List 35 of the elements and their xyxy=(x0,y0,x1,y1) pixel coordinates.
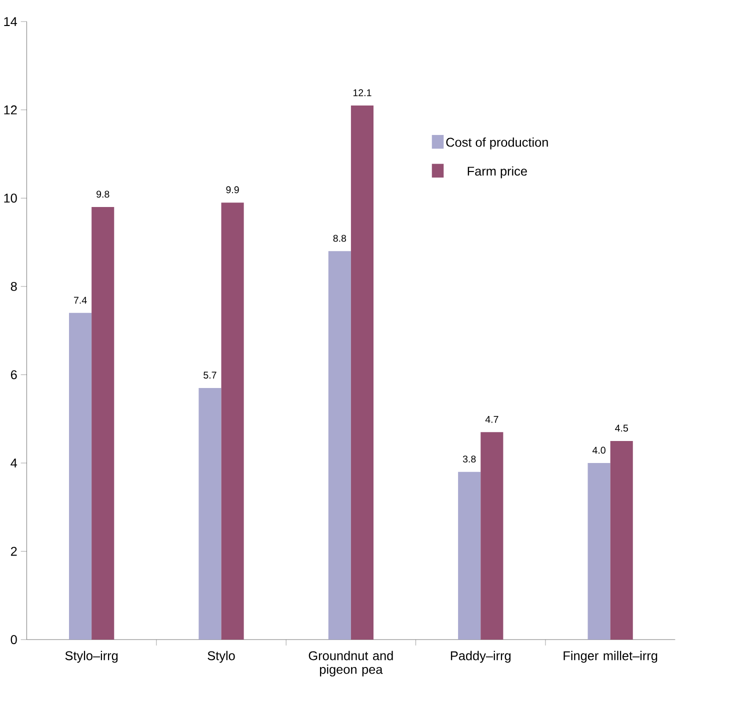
y-tick-label: 6 xyxy=(10,370,17,380)
x-tick-label: Stylo xyxy=(208,650,235,663)
data-label: 4.0 xyxy=(592,446,606,454)
bar xyxy=(92,207,114,640)
y-tick-label: 4 xyxy=(10,458,18,468)
data-label: 8.8 xyxy=(333,234,346,242)
x-tick-label: Groundnut and pigeon pea xyxy=(308,650,393,676)
data-label: 4.5 xyxy=(615,424,628,432)
x-tick-label: Stylo–irrg xyxy=(65,650,118,663)
bar xyxy=(480,432,504,640)
legend-label: Farm price xyxy=(468,166,527,178)
x-tick-label: Paddy–irrg xyxy=(450,650,511,663)
bar xyxy=(198,388,222,640)
bar xyxy=(458,472,481,640)
y-tick-label: 2 xyxy=(10,546,17,556)
legend-label: Cost of production xyxy=(446,138,548,150)
data-label: 9.8 xyxy=(96,190,110,198)
bar xyxy=(328,251,351,640)
data-label: 7.4 xyxy=(74,296,87,304)
x-tick-label: Finger millet–irrg xyxy=(564,650,658,663)
data-label: 5.7 xyxy=(204,372,216,379)
y-tick-label: 14 xyxy=(4,17,18,26)
bar xyxy=(588,463,610,640)
y-tick-label: 12 xyxy=(4,105,17,114)
y-tick-label: 10 xyxy=(4,194,17,203)
data-label: 9.9 xyxy=(226,186,239,194)
bar xyxy=(221,202,244,640)
bar xyxy=(610,440,633,640)
bar xyxy=(350,105,374,640)
y-tick-label: 8 xyxy=(10,282,17,291)
data-label: 3.8 xyxy=(462,456,476,463)
y-tick-label: 0 xyxy=(10,635,17,644)
bar xyxy=(69,312,92,640)
data-label: 12.1 xyxy=(353,89,372,96)
data-label: 4.7 xyxy=(485,416,498,423)
